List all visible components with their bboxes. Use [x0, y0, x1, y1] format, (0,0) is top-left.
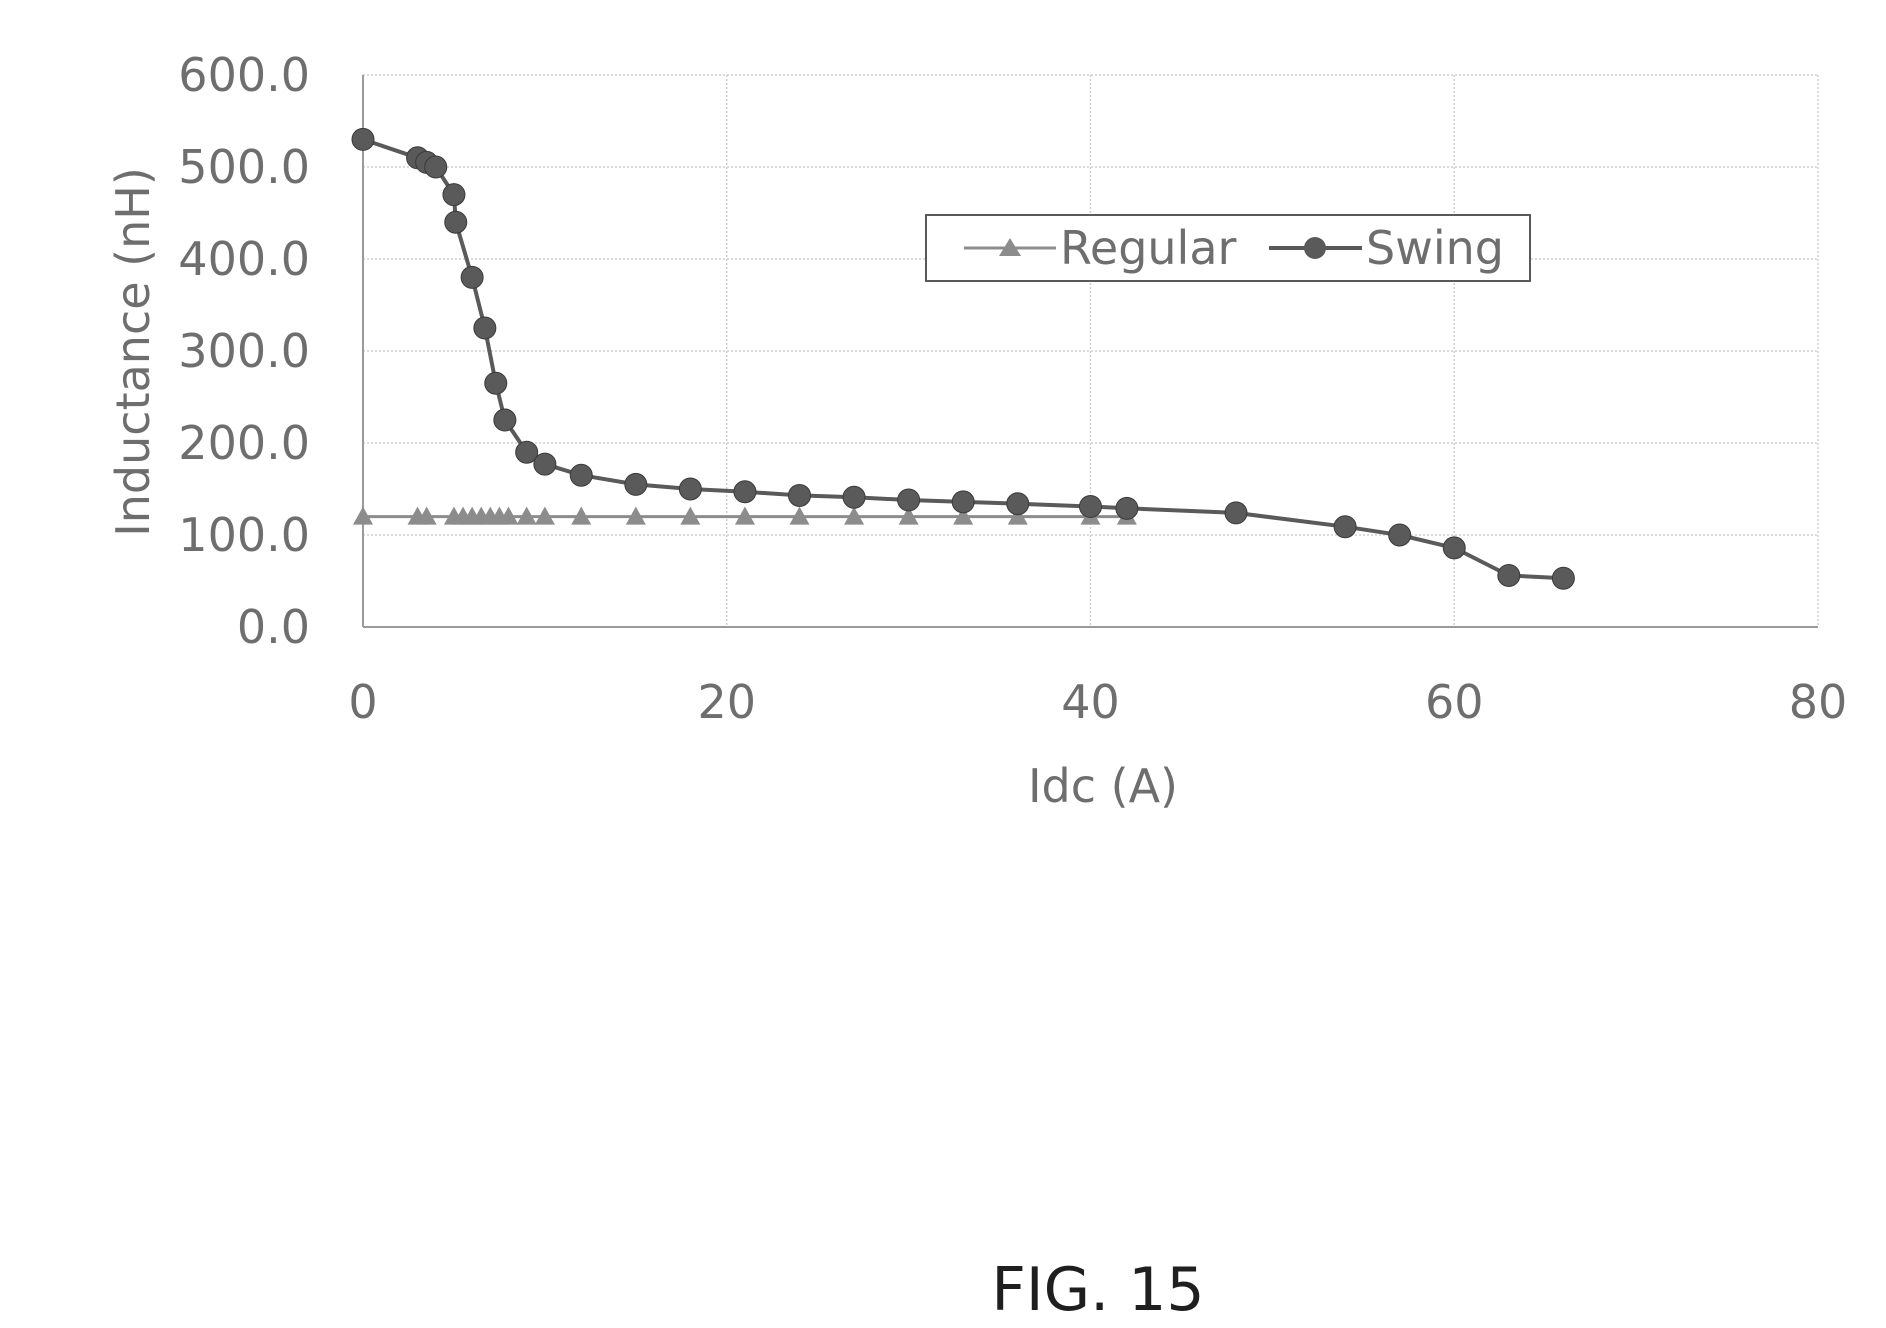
data-point-swing — [897, 488, 921, 512]
data-point-swing — [444, 210, 468, 234]
y-tick-label: 600.0 — [178, 48, 310, 102]
data-point-swing — [1497, 563, 1521, 587]
data-point-swing — [842, 485, 866, 509]
data-point-swing — [788, 483, 811, 507]
x-tick-label: 60 — [1425, 675, 1484, 729]
data-point-swing — [473, 316, 497, 340]
series-regular — [353, 506, 1137, 525]
x-tick-label: 0 — [348, 675, 377, 729]
data-point-regular — [953, 506, 974, 525]
data-point-regular — [534, 506, 555, 525]
data-point-swing — [569, 463, 593, 487]
y-tick-label: 100.0 — [178, 508, 310, 562]
data-point-regular — [680, 506, 701, 525]
data-point-swing — [515, 440, 539, 464]
data-point-swing — [1006, 492, 1030, 516]
figure-label: FIG. 15 — [991, 1255, 1204, 1325]
data-point-swing — [624, 472, 648, 496]
data-point-swing — [678, 477, 702, 501]
data-point-swing — [442, 183, 466, 207]
legend: Regular Swing — [925, 214, 1531, 282]
data-point-swing — [1388, 523, 1412, 547]
data-point-regular — [353, 506, 373, 525]
data-point-regular — [498, 506, 519, 525]
legend-marker-regular — [999, 238, 1021, 256]
series-swing — [351, 127, 1575, 590]
grid — [363, 74, 1819, 627]
y-tick-label: 200.0 — [178, 416, 310, 470]
data-point-regular — [416, 506, 437, 525]
data-point-swing — [1224, 501, 1248, 525]
data-point-regular — [625, 506, 646, 525]
data-point-regular — [734, 506, 755, 525]
data-point-regular — [789, 506, 810, 525]
data-point-swing — [424, 155, 448, 179]
y-tick-label: 500.0 — [178, 140, 310, 194]
y-tick-label: 300.0 — [178, 324, 310, 378]
x-tick-labels: 0 20 40 60 80 — [348, 675, 1847, 729]
legend-label-regular: Regular — [1060, 221, 1237, 275]
x-tick-label: 80 — [1789, 675, 1848, 729]
y-tick-label: 400.0 — [178, 232, 310, 286]
y-axis-title: Inductance (nH) — [106, 167, 160, 537]
data-point-regular — [516, 506, 537, 525]
data-point-swing — [951, 490, 975, 514]
data-point-swing — [351, 127, 375, 151]
data-point-regular — [1007, 506, 1028, 525]
data-point-regular — [898, 506, 919, 525]
data-point-swing — [493, 408, 517, 432]
data-point-swing — [1442, 536, 1466, 560]
axes — [362, 75, 1818, 628]
data-point-swing — [484, 371, 508, 395]
data-point-swing — [733, 480, 757, 504]
data-point-swing — [1115, 496, 1139, 520]
data-point-regular — [844, 506, 865, 525]
legend-marker-swing — [1304, 237, 1326, 259]
x-axis-title: Idc (A) — [1028, 759, 1178, 813]
x-tick-label: 40 — [1061, 675, 1120, 729]
data-point-swing — [1551, 566, 1575, 590]
series-layer — [351, 127, 1575, 590]
x-tick-label: 20 — [697, 675, 756, 729]
data-point-swing — [533, 452, 557, 476]
data-point-regular — [571, 506, 592, 525]
data-point-swing — [1079, 494, 1102, 518]
data-point-swing — [460, 265, 484, 289]
data-point-swing — [1333, 515, 1357, 539]
y-tick-labels: 0.0 100.0 200.0 300.0 400.0 500.0 600.0 — [178, 48, 310, 654]
y-tick-label: 0.0 — [237, 600, 310, 654]
legend-label-swing: Swing — [1366, 221, 1504, 275]
